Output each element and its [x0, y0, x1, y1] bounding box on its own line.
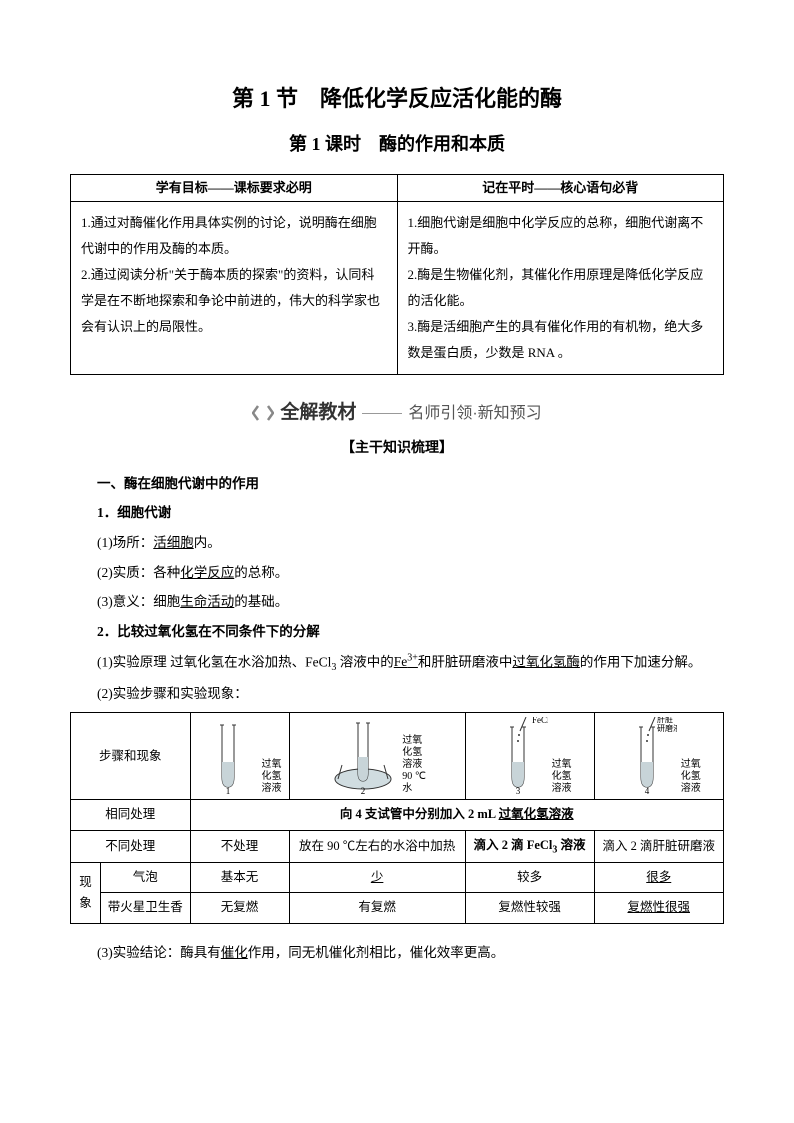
diff-treat-3: 滴入 2 滴 FeCl3 溶液 — [465, 830, 594, 863]
spark-4: 复燃性很强 — [594, 893, 724, 923]
section-banner: 全解教材 名师引领·新知预习 — [70, 397, 724, 431]
tube-1-label: 过氧化氢溶液 — [262, 759, 282, 795]
svg-text:肝脏: 肝脏 — [657, 717, 673, 724]
experiment-table: 步骤和现象 1 过氧化氢溶液 2 — [70, 712, 724, 923]
svg-text:FeCl₃: FeCl₃ — [532, 717, 548, 725]
tube-3-cell: FeCl₃ 3 过氧化氢溶液 — [465, 713, 594, 800]
goal-left-2: 2.通过阅读分析"关于酶本质的探索"的资料，认同科学是在不断地探索和争论中前进的… — [81, 262, 387, 340]
spark-1: 无复燃 — [190, 893, 289, 923]
diff-treat-1: 不处理 — [190, 830, 289, 863]
banner-icon — [252, 404, 274, 422]
goals-right-cell: 1.细胞代谢是细胞中化学反应的总称，细胞代谢离不开酶。 2.酶是生物催化剂，其催… — [397, 202, 724, 375]
goals-left-cell: 1.通过对酶催化作用具体实例的讨论，说明酶在细胞代谢中的作用及酶的本质。 2.通… — [71, 202, 398, 375]
goals-table: 学有目标——课标要求必明 记在平时——核心语句必背 1.通过对酶催化作用具体实例… — [70, 174, 724, 375]
goals-left-header: 学有目标——课标要求必明 — [71, 174, 398, 201]
svg-text:2: 2 — [361, 786, 366, 795]
same-treat-label: 相同处理 — [71, 800, 191, 830]
spark-3: 复燃性较强 — [465, 893, 594, 923]
svg-text:1: 1 — [225, 786, 230, 795]
tube-3-icon: FeCl₃ 3 — [488, 717, 548, 795]
diff-treat-4: 滴入 2 滴肝脏研磨液 — [594, 830, 724, 863]
p1c: (3)意义：细胞生命活动的基础。 — [70, 589, 724, 615]
p1a: (1)场所：活细胞内。 — [70, 530, 724, 556]
same-treat-value: 向 4 支试管中分别加入 2 mL 过氧化氢溶液 — [190, 800, 724, 830]
page-title: 第 1 节 降低化学反应活化能的酶 — [70, 80, 724, 117]
tube-1-icon: 1 — [198, 717, 258, 795]
banner-bold-text: 全解教材 — [280, 397, 356, 429]
p1-title: 1．细胞代谢 — [70, 500, 724, 526]
banner-thin-text: 名师引领·新知预习 — [408, 400, 541, 427]
goal-left-1: 1.通过对酶催化作用具体实例的讨论，说明酶在细胞代谢中的作用及酶的本质。 — [81, 210, 387, 262]
bubble-3: 较多 — [465, 863, 594, 893]
bubble-1: 基本无 — [190, 863, 289, 893]
tube-2-icon: 2 — [328, 717, 398, 795]
svg-text:研磨液: 研磨液 — [657, 723, 677, 733]
diff-treat-label: 不同处理 — [71, 830, 191, 863]
tube-4-icon: 肝脏 研磨液 4 — [617, 717, 677, 795]
p2-title: 2．比较过氧化氢在不同条件下的分解 — [70, 619, 724, 645]
svg-text:4: 4 — [645, 786, 650, 795]
diff-treat-2: 放在 90 ℃左右的水浴中加热 — [289, 830, 465, 863]
bubble-4: 很多 — [594, 863, 724, 893]
tube-2-cell: 2 过氧化氢溶液90 ℃水 — [289, 713, 465, 800]
bubble-2: 少 — [289, 863, 465, 893]
page-subtitle: 第 1 课时 酶的作用和本质 — [70, 129, 724, 160]
goal-right-2: 2.酶是生物催化剂，其催化作用原理是降低化学反应的活化能。 — [408, 262, 714, 314]
tube-3-label: 过氧化氢溶液 — [552, 759, 572, 795]
goal-right-3: 3.酶是活细胞产生的具有催化作用的有机物，绝大多数是蛋白质，少数是 RNA 。 — [408, 314, 714, 366]
row-header-steps: 步骤和现象 — [71, 713, 191, 800]
banner-bracket: 【主干知识梳理】 — [70, 437, 724, 461]
tube-4-cell: 肝脏 研磨液 4 过氧化氢溶液 — [594, 713, 724, 800]
p2a: (1)实验原理 过氧化氢在水浴加热、FeCl3 溶液中的Fe3+和肝脏研磨液中过… — [70, 649, 724, 677]
goal-right-1: 1.细胞代谢是细胞中化学反应的总称，细胞代谢离不开酶。 — [408, 210, 714, 262]
tube-2-label: 过氧化氢溶液90 ℃水 — [402, 735, 426, 795]
tube-4-label: 过氧化氢溶液 — [681, 759, 701, 795]
p3: (3)实验结论：酶具有催化作用，同无机催化剂相比，催化效率更高。 — [70, 940, 724, 966]
spark-2: 有复燃 — [289, 893, 465, 923]
p2b: (2)实验步骤和实验现象： — [70, 681, 724, 707]
bubble-label: 气泡 — [101, 863, 191, 893]
p1b: (2)实质：各种化学反应的总称。 — [70, 560, 724, 586]
banner-divider — [362, 413, 402, 414]
phenom-label: 现象 — [71, 863, 101, 924]
spark-label: 带火星卫生香 — [101, 893, 191, 923]
tube-1-cell: 1 过氧化氢溶液 — [190, 713, 289, 800]
goals-right-header: 记在平时——核心语句必背 — [397, 174, 724, 201]
section1-title: 一、酶在细胞代谢中的作用 — [70, 471, 724, 497]
svg-text:3: 3 — [515, 786, 520, 795]
